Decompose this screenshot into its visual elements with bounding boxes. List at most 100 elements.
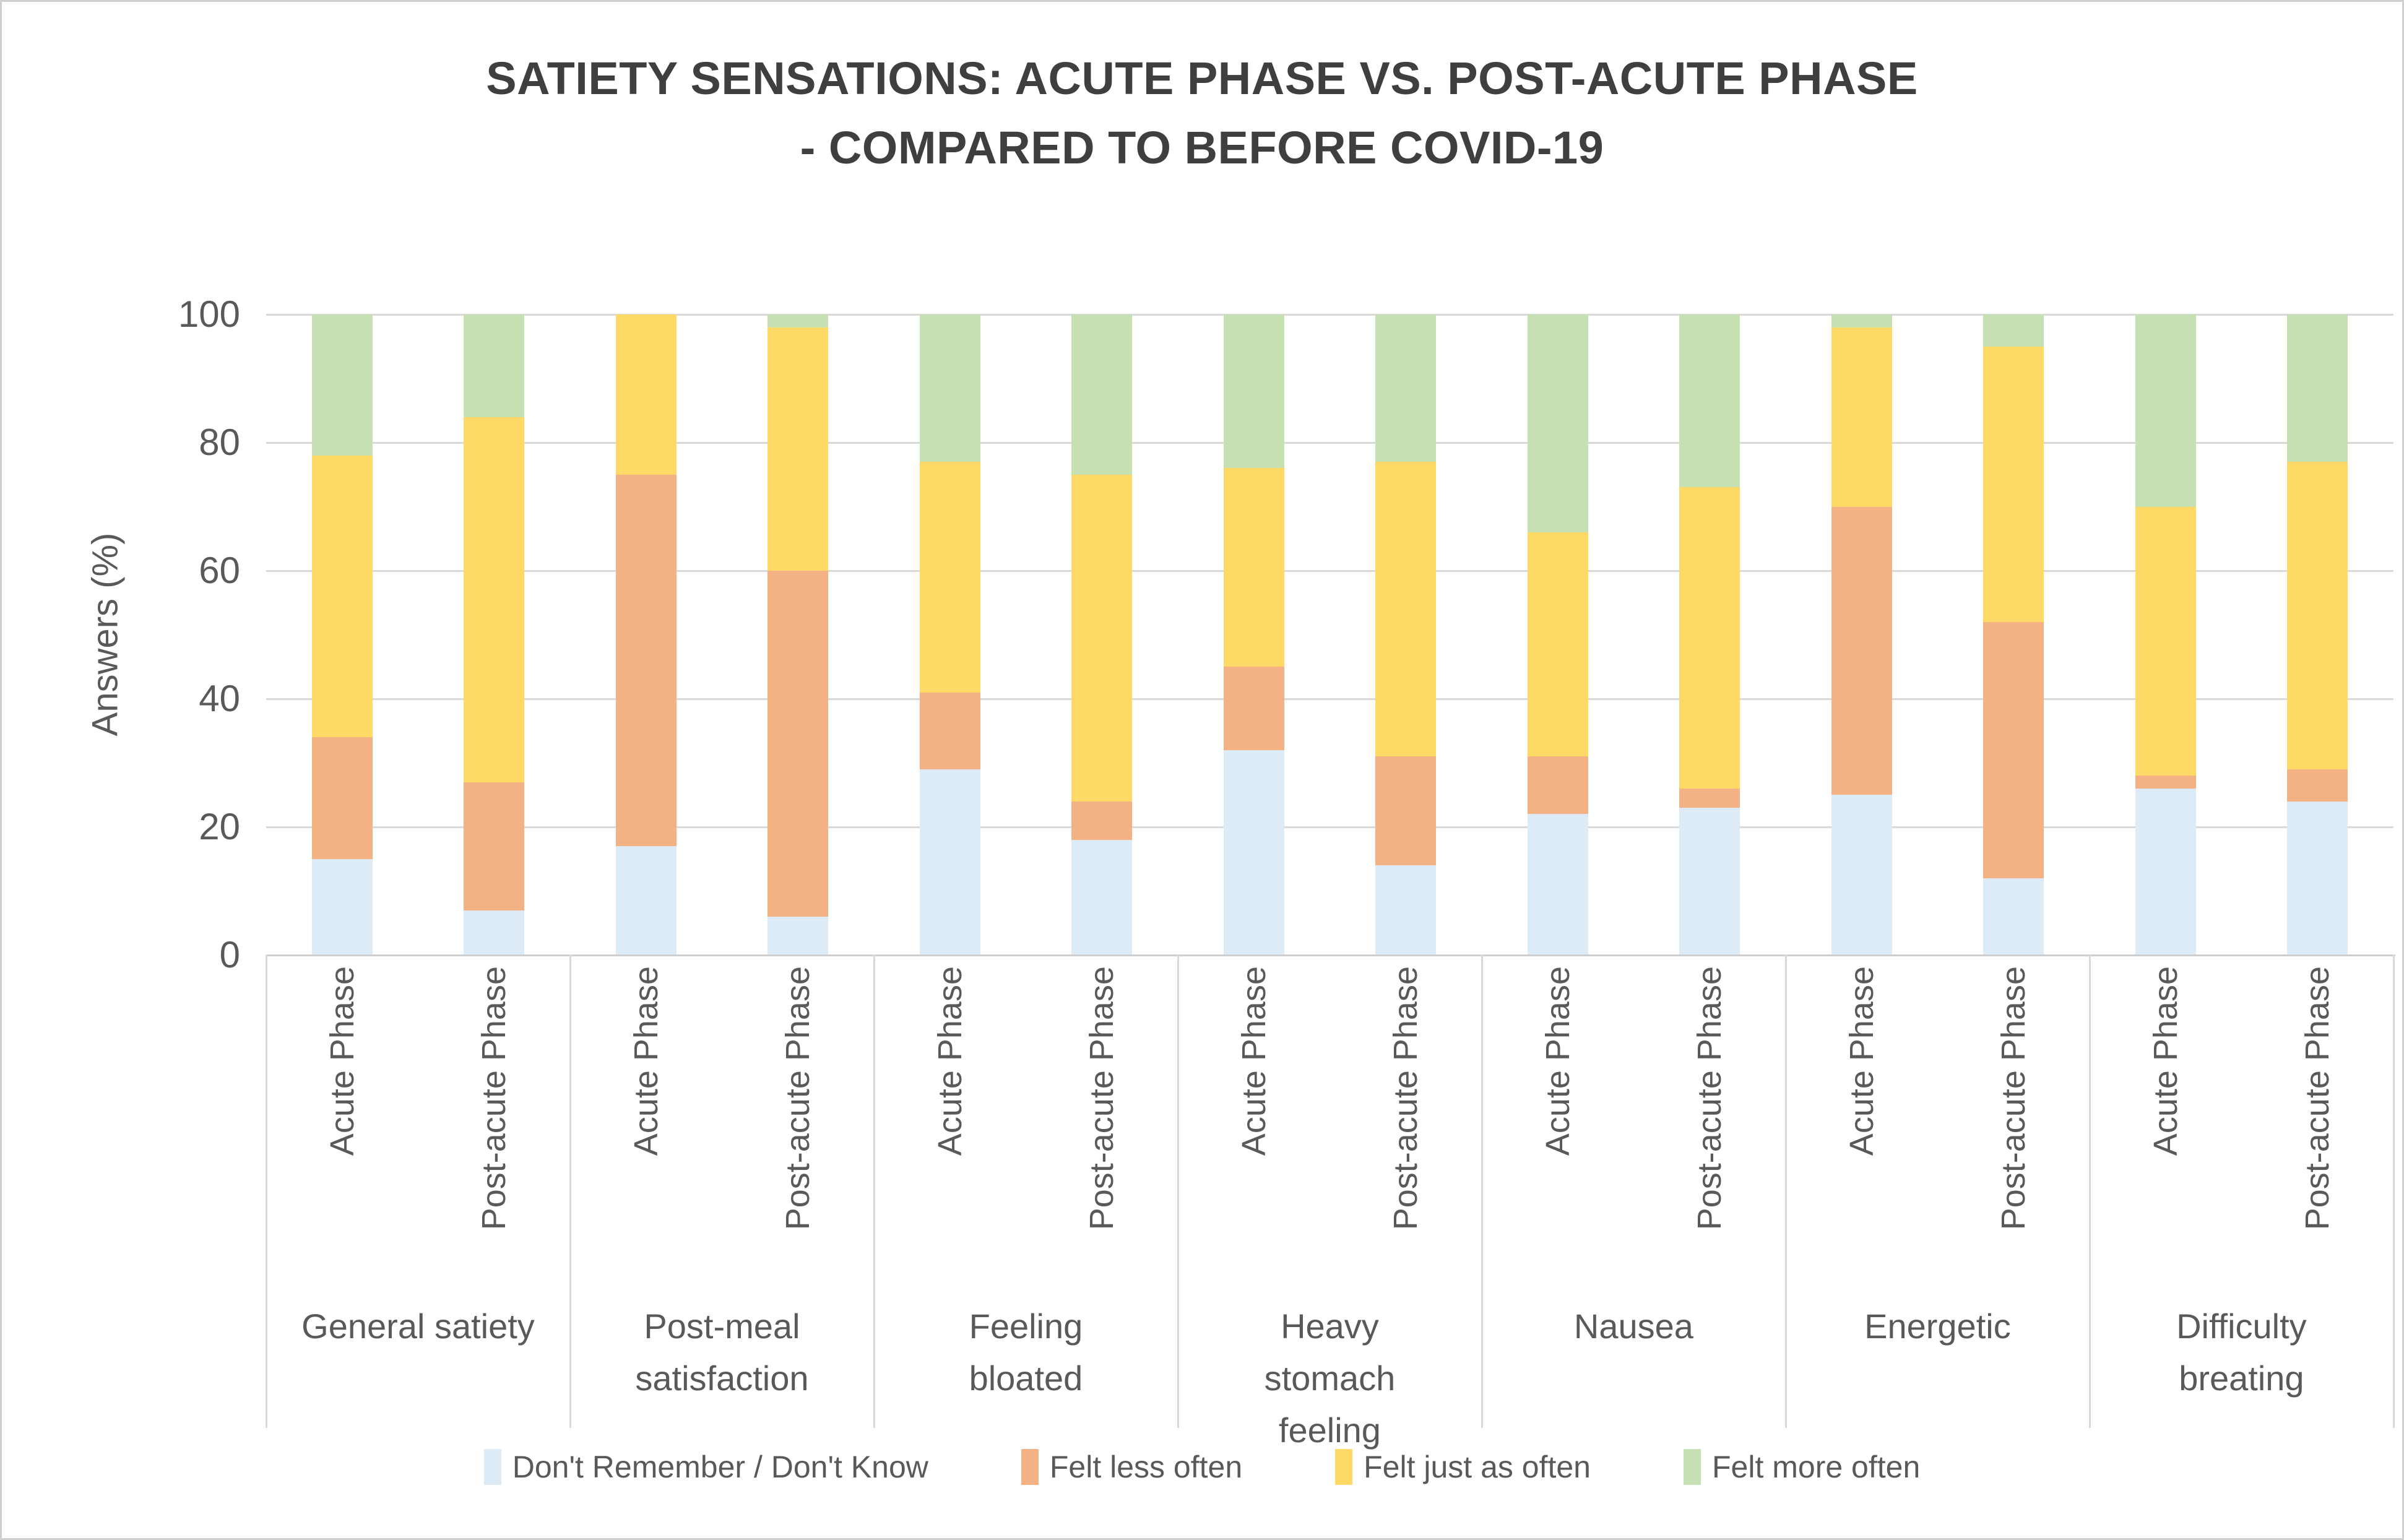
bar-segment [1375, 865, 1437, 955]
legend-label: Don't Remember / Don't Know [512, 1450, 928, 1484]
y-tick-label-100: 100 [178, 293, 240, 335]
separator-line [2393, 954, 2395, 1428]
bar-segment [464, 314, 525, 417]
stacked-bar [1071, 314, 1133, 955]
bar-slot [2090, 314, 2242, 955]
phase-label: Acute Phase [931, 966, 969, 1156]
phase-label: Post-acute Phase [2299, 966, 2337, 1231]
bar-slot [1330, 314, 1482, 955]
stacked-bar [1831, 314, 1892, 955]
bar-segment [1983, 621, 2044, 878]
bar-segment [615, 314, 677, 475]
phase-label: Post-acute Phase [1083, 966, 1121, 1231]
category-label: Post-meal satisfaction [635, 1307, 809, 1398]
plot-area [266, 314, 2393, 955]
bar-segment [1223, 314, 1284, 469]
bar-segment [311, 314, 373, 456]
bar-group-1 [570, 314, 874, 955]
legend-label: Felt more often [1712, 1450, 1921, 1484]
phase-label: Acute Phase [627, 966, 665, 1156]
bar-segment [311, 455, 373, 738]
bar-segment [615, 846, 677, 955]
separator-line [266, 954, 267, 1428]
phase-label: Acute Phase [1539, 966, 1576, 1156]
x-axis-line [266, 954, 2395, 956]
y-tick-label-80: 80 [199, 422, 240, 463]
bar-segment [1983, 878, 2044, 955]
bar-segment [464, 910, 525, 955]
bar-segment [1071, 314, 1133, 475]
legend-item: Don't Remember / Don't Know [483, 1449, 928, 1485]
bar-group-0 [266, 314, 570, 955]
phase-label-cell: Acute Phase [1482, 966, 1633, 1294]
legend-item: Felt just as often [1335, 1449, 1591, 1485]
phase-label-cell: Acute Phase [266, 966, 418, 1294]
bar-segment [2287, 769, 2348, 802]
y-tick-label-60: 60 [199, 550, 240, 591]
bar-segment [1071, 801, 1133, 840]
category-labels-row: General satiety Post-meal satisfaction Fee… [266, 1300, 2393, 1456]
bar-segment [919, 462, 980, 693]
category-label-cell: Post-meal satisfaction [570, 1300, 874, 1456]
legend-item: Felt more often [1684, 1449, 1920, 1485]
phase-labels-row: Acute Phase Post-acute Phase Acute Phase Po… [266, 966, 2393, 1294]
bar-slot [418, 314, 571, 955]
bar-segment [1527, 756, 1588, 815]
bar-segment [767, 571, 829, 917]
phase-label-cell: Acute Phase [1178, 966, 1330, 1294]
bar-slot [1938, 314, 2090, 955]
category-label-cell: Feeling bloated [874, 1300, 1178, 1456]
bar-segment [311, 859, 373, 955]
stacked-bar [2135, 314, 2196, 955]
stacked-bar [311, 314, 373, 955]
gridline-20 [266, 826, 2393, 828]
bar-slot [874, 314, 1026, 955]
phase-label-cell: Post-acute Phase [2241, 966, 2393, 1294]
bar-segment [1223, 750, 1284, 955]
bar-segment [1527, 314, 1588, 532]
bar-segment [1223, 667, 1284, 750]
phase-label: Acute Phase [323, 966, 361, 1156]
gridline-80 [266, 442, 2393, 444]
y-axis-title: Answers (%) [85, 532, 126, 737]
legend-color-swatch [1021, 1449, 1039, 1485]
bar-segment [2287, 801, 2348, 955]
bar-slot [1634, 314, 1786, 955]
phase-label-cell: Acute Phase [1786, 966, 1937, 1294]
bar-segment [919, 314, 980, 462]
bar-segment [1831, 327, 1892, 507]
phase-label-cell: Acute Phase [2090, 966, 2241, 1294]
legend-label: Felt less often [1049, 1450, 1243, 1484]
category-label-cell: Nausea [1482, 1300, 1786, 1456]
bar-segment [1679, 487, 1740, 789]
stacked-bar [1527, 314, 1588, 955]
phase-label-cell: Post-acute Phase [1026, 966, 1177, 1294]
legend-item: Felt less often [1021, 1449, 1242, 1485]
phase-label: Post-acute Phase [1691, 966, 1729, 1231]
phase-label: Post-acute Phase [1387, 966, 1425, 1231]
stacked-bar [1679, 314, 1740, 955]
bar-segment [767, 327, 829, 571]
bar-segment [1831, 506, 1892, 795]
bar-segment [615, 474, 677, 847]
separator-line [1785, 954, 1787, 1428]
category-label: Feeling bloated [969, 1307, 1083, 1398]
bar-segment [2135, 506, 2196, 776]
phase-label-cell: Post-acute Phase [1330, 966, 1481, 1294]
bar-segment [1983, 346, 2044, 622]
bar-segment [464, 417, 525, 782]
separator-line [569, 954, 571, 1428]
legend-color-swatch [1684, 1449, 1701, 1485]
stacked-bar [464, 314, 525, 955]
phase-label-cell: Post-acute Phase [1633, 966, 1785, 1294]
phase-label: Post-acute Phase [779, 966, 817, 1231]
bar-segment [767, 314, 829, 327]
y-tick-label-0: 0 [219, 934, 240, 975]
stacked-bar [615, 314, 677, 955]
category-label-cell: Energetic [1786, 1300, 2090, 1456]
bar-segment [1375, 314, 1437, 462]
separator-line [1177, 954, 1179, 1428]
bar-slot [1786, 314, 1938, 955]
category-label: General satiety [301, 1307, 535, 1346]
y-tick-label-20: 20 [199, 806, 240, 847]
